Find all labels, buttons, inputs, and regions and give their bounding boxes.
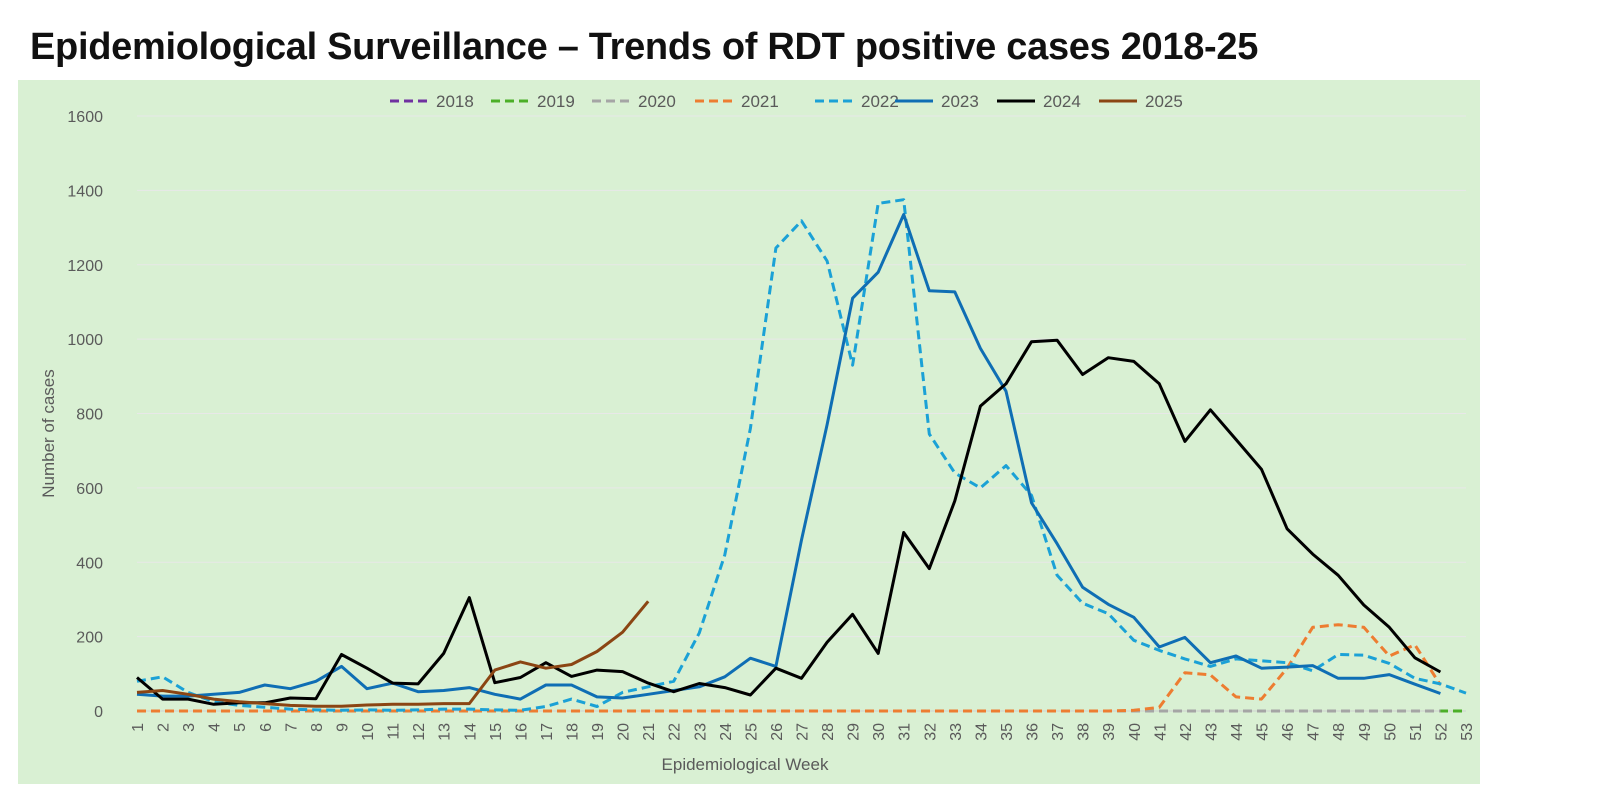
y-tick-label: 1000 (67, 332, 103, 349)
x-tick-label: 11 (386, 723, 403, 740)
x-tick-label: 50 (1382, 723, 1399, 741)
x-tick-label: 21 (641, 723, 658, 741)
x-tick-label: 38 (1076, 723, 1093, 741)
x-tick-label: 18 (564, 723, 581, 741)
x-tick-label: 26 (769, 723, 786, 741)
x-tick-label: 34 (973, 723, 990, 741)
x-tick-label: 2 (156, 723, 173, 732)
legend-label-2023: 2023 (941, 92, 979, 111)
x-tick-label: 33 (948, 723, 965, 741)
x-tick-label: 48 (1331, 723, 1348, 741)
x-tick-label: 24 (718, 723, 735, 741)
y-axis-label: Number of cases (39, 369, 58, 498)
x-tick-label: 46 (1280, 723, 1297, 741)
legend-label-2020: 2020 (638, 92, 676, 111)
x-tick-label: 41 (1152, 723, 1169, 741)
y-tick-label: 1600 (67, 109, 103, 126)
y-tick-label: 400 (76, 555, 103, 572)
y-tick-label: 1200 (67, 258, 103, 275)
series-line-2023 (136, 213, 1441, 701)
x-tick-label: 6 (258, 723, 275, 732)
x-tick-label: 42 (1178, 723, 1195, 741)
y-tick-label: 0 (94, 704, 103, 721)
x-tick-label: 30 (871, 723, 888, 741)
x-tick-label: 52 (1433, 723, 1450, 741)
x-tick-label: 13 (437, 723, 454, 741)
x-tick-label: 39 (1101, 723, 1118, 741)
x-tick-label: 28 (820, 723, 837, 741)
x-tick-label: 22 (667, 723, 684, 741)
series-line-2024 (136, 338, 1442, 706)
legend-label-2018: 2018 (436, 92, 474, 111)
x-tick-label: 27 (795, 723, 812, 741)
x-tick-label: 17 (539, 723, 556, 741)
x-tick-label: 45 (1255, 723, 1272, 741)
x-tick-label: 40 (1127, 723, 1144, 741)
x-tick-label: 5 (232, 723, 249, 732)
x-tick-label: 23 (692, 723, 709, 741)
x-tick-label: 32 (922, 723, 939, 741)
x-tick-label: 9 (334, 723, 351, 732)
x-tick-label: 14 (462, 723, 479, 741)
x-tick-label: 7 (283, 723, 300, 732)
x-tick-label: 36 (1025, 723, 1042, 741)
x-tick-label: 20 (616, 723, 633, 741)
x-tick-label: 37 (1050, 723, 1067, 741)
y-tick-label: 800 (76, 407, 103, 424)
legend-label-2024: 2024 (1043, 92, 1081, 111)
x-tick-label: 10 (360, 723, 377, 741)
x-tick-label: 8 (309, 723, 326, 732)
legend-label-2021: 2021 (741, 92, 779, 111)
y-tick-label: 200 (76, 630, 103, 647)
x-tick-label: 19 (590, 723, 607, 741)
x-tick-label: 29 (846, 723, 863, 741)
x-tick-label: 1 (130, 723, 147, 732)
x-tick-label: 47 (1306, 723, 1323, 741)
y-tick-label: 1400 (67, 183, 103, 200)
x-tick-label: 16 (513, 723, 530, 741)
x-tick-label: 51 (1408, 723, 1425, 741)
x-tick-label: 4 (207, 723, 224, 732)
x-tick-label: 43 (1203, 723, 1220, 741)
x-axis-label: Epidemiological Week (662, 755, 829, 774)
chart-panel: 0 200 400 600 800 1000 1200 1400 1600 1 2 3 4 5 6 7 8 9 10… (18, 80, 1480, 784)
legend-label-2019: 2019 (537, 92, 575, 111)
x-tick-label: 3 (181, 723, 198, 732)
x-tick-label: 15 (488, 723, 505, 741)
series-line-2025 (136, 600, 650, 708)
x-tick-label: 49 (1357, 723, 1374, 741)
series-line-2022 (136, 198, 1467, 712)
x-tick-label: 53 (1459, 723, 1476, 741)
y-tick-label: 600 (76, 481, 103, 498)
legend-label-2022: 2022 (861, 92, 899, 111)
x-tick-label: 31 (897, 723, 914, 741)
legend-label-2025: 2025 (1145, 92, 1183, 111)
x-tick-label: 35 (999, 723, 1016, 741)
x-tick-label: 44 (1229, 723, 1246, 741)
chart-title: Epidemiological Surveillance – Trends of… (30, 26, 1259, 68)
x-tick-label: 25 (743, 723, 760, 741)
x-tick-label: 12 (411, 723, 428, 741)
